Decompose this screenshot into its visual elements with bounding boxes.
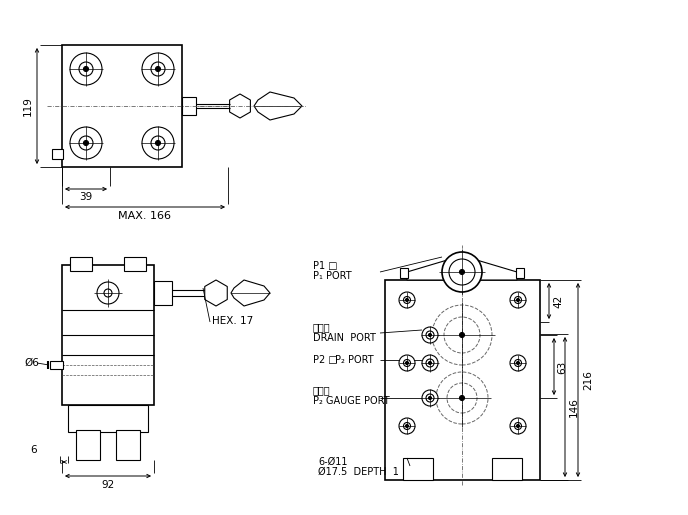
Text: Ø6: Ø6 bbox=[24, 358, 39, 368]
Text: HEX. 17: HEX. 17 bbox=[212, 316, 253, 326]
Circle shape bbox=[510, 292, 526, 308]
Circle shape bbox=[515, 359, 522, 367]
Circle shape bbox=[405, 362, 409, 365]
Circle shape bbox=[517, 362, 519, 365]
Bar bbox=[62, 265, 154, 405]
Circle shape bbox=[515, 422, 522, 430]
Text: 63: 63 bbox=[557, 360, 567, 373]
Text: DRAIN  PORT: DRAIN PORT bbox=[313, 333, 376, 343]
Text: 漏流口: 漏流口 bbox=[313, 322, 331, 332]
Circle shape bbox=[422, 355, 438, 371]
Circle shape bbox=[422, 390, 438, 406]
Circle shape bbox=[399, 292, 415, 308]
Text: P₂ PORT: P₂ PORT bbox=[335, 355, 374, 365]
Bar bbox=[76, 430, 100, 460]
Circle shape bbox=[83, 141, 89, 146]
Circle shape bbox=[151, 136, 165, 150]
Circle shape bbox=[405, 299, 409, 301]
Bar bbox=[52, 149, 63, 159]
Bar bbox=[492, 458, 522, 480]
Bar bbox=[70, 257, 92, 271]
Circle shape bbox=[83, 66, 89, 72]
Text: 119: 119 bbox=[23, 96, 33, 116]
Circle shape bbox=[436, 372, 488, 424]
Text: 39: 39 bbox=[79, 192, 93, 202]
Polygon shape bbox=[407, 258, 517, 280]
Circle shape bbox=[155, 66, 160, 72]
Circle shape bbox=[422, 327, 438, 343]
Polygon shape bbox=[254, 92, 302, 120]
Bar bbox=[154, 281, 172, 305]
Circle shape bbox=[460, 333, 464, 337]
Circle shape bbox=[70, 127, 102, 159]
Text: 42: 42 bbox=[553, 295, 563, 307]
Text: P1 □: P1 □ bbox=[313, 261, 338, 271]
Circle shape bbox=[142, 127, 174, 159]
Circle shape bbox=[449, 259, 475, 285]
Circle shape bbox=[79, 62, 93, 76]
Bar bbox=[385, 280, 540, 480]
Text: P₂ GAUGE PORT: P₂ GAUGE PORT bbox=[313, 396, 389, 406]
Circle shape bbox=[426, 394, 434, 402]
Text: Ø17.5  DEPTH  1: Ø17.5 DEPTH 1 bbox=[318, 467, 399, 477]
Circle shape bbox=[426, 331, 434, 339]
Circle shape bbox=[403, 359, 411, 367]
Text: MAX. 166: MAX. 166 bbox=[118, 211, 171, 221]
Text: 6: 6 bbox=[31, 445, 37, 455]
Bar bbox=[516, 268, 524, 278]
Circle shape bbox=[460, 269, 464, 274]
Bar bbox=[62, 45, 182, 167]
Circle shape bbox=[403, 422, 411, 430]
Text: 92: 92 bbox=[101, 480, 115, 490]
Text: 216: 216 bbox=[583, 370, 593, 390]
Circle shape bbox=[515, 297, 522, 303]
Bar bbox=[68, 405, 148, 432]
Polygon shape bbox=[230, 94, 250, 118]
Circle shape bbox=[403, 297, 411, 303]
Text: 測圧口: 測圧口 bbox=[313, 385, 331, 395]
Bar bbox=[124, 257, 146, 271]
Bar bbox=[400, 268, 408, 278]
Circle shape bbox=[426, 359, 434, 367]
Circle shape bbox=[429, 397, 431, 400]
Bar bbox=[182, 97, 196, 115]
Circle shape bbox=[104, 289, 112, 297]
Circle shape bbox=[70, 53, 102, 85]
Text: P₁ PORT: P₁ PORT bbox=[313, 271, 352, 281]
Circle shape bbox=[510, 418, 526, 434]
Circle shape bbox=[517, 424, 519, 427]
Circle shape bbox=[517, 299, 519, 301]
Circle shape bbox=[447, 383, 477, 413]
Circle shape bbox=[155, 141, 160, 146]
Circle shape bbox=[399, 418, 415, 434]
Polygon shape bbox=[231, 280, 270, 306]
Circle shape bbox=[79, 136, 93, 150]
Bar bbox=[403, 458, 433, 480]
Text: P2 □: P2 □ bbox=[313, 355, 338, 365]
Circle shape bbox=[510, 355, 526, 371]
Bar bbox=[116, 430, 140, 460]
Circle shape bbox=[460, 396, 464, 401]
Circle shape bbox=[142, 53, 174, 85]
Circle shape bbox=[442, 252, 482, 292]
Circle shape bbox=[429, 362, 431, 365]
Text: 146: 146 bbox=[569, 397, 579, 417]
Circle shape bbox=[151, 62, 165, 76]
Circle shape bbox=[432, 305, 492, 365]
Bar bbox=[50, 361, 63, 369]
Circle shape bbox=[444, 317, 480, 353]
Circle shape bbox=[429, 334, 431, 336]
Circle shape bbox=[405, 424, 409, 427]
Polygon shape bbox=[205, 280, 227, 306]
Circle shape bbox=[97, 282, 119, 304]
Text: 6-Ø11: 6-Ø11 bbox=[318, 457, 347, 467]
Circle shape bbox=[399, 355, 415, 371]
